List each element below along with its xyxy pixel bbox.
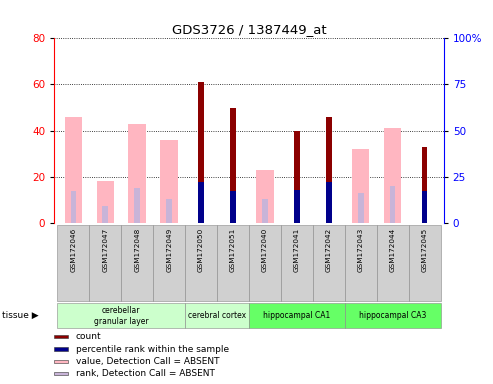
Bar: [345, 303, 441, 328]
Text: value, Detection Call = ABSENT: value, Detection Call = ABSENT: [75, 357, 219, 366]
Bar: [121, 225, 153, 301]
Bar: [345, 225, 377, 301]
Bar: [422, 147, 427, 223]
Text: hippocampal CA1: hippocampal CA1: [263, 311, 330, 320]
Bar: [377, 225, 409, 301]
Text: GSM172048: GSM172048: [134, 228, 140, 272]
Bar: [281, 225, 313, 301]
Bar: [358, 193, 363, 223]
Bar: [249, 303, 345, 328]
Bar: [89, 225, 121, 301]
Bar: [185, 225, 217, 301]
Text: GSM172040: GSM172040: [262, 228, 268, 272]
Text: GSM172050: GSM172050: [198, 228, 204, 272]
Bar: [409, 225, 441, 301]
Bar: [294, 190, 300, 223]
Text: hippocampal CA3: hippocampal CA3: [359, 311, 426, 320]
Bar: [230, 195, 236, 223]
Bar: [294, 131, 300, 223]
Bar: [422, 191, 427, 223]
Text: GSM172041: GSM172041: [294, 228, 300, 272]
Bar: [217, 225, 249, 301]
Bar: [326, 193, 332, 223]
Text: GSM172051: GSM172051: [230, 228, 236, 272]
Text: cerebral cortex: cerebral cortex: [188, 311, 246, 320]
Bar: [97, 181, 114, 223]
Bar: [249, 225, 281, 301]
Text: tissue ▶: tissue ▶: [2, 311, 39, 320]
Bar: [65, 117, 82, 223]
Bar: [166, 199, 172, 223]
Bar: [390, 186, 395, 223]
Bar: [185, 303, 249, 328]
Text: GSM172049: GSM172049: [166, 228, 172, 272]
Text: rank, Detection Call = ABSENT: rank, Detection Call = ABSENT: [75, 369, 214, 378]
Title: GDS3726 / 1387449_at: GDS3726 / 1387449_at: [172, 23, 326, 36]
Bar: [57, 303, 185, 328]
Bar: [198, 82, 204, 223]
Text: GSM172045: GSM172045: [422, 228, 427, 272]
Text: GSM172047: GSM172047: [103, 228, 108, 272]
Bar: [326, 117, 332, 223]
Bar: [384, 128, 401, 223]
Bar: [54, 372, 68, 376]
Bar: [54, 360, 68, 363]
Bar: [54, 335, 68, 338]
Bar: [230, 191, 236, 223]
Bar: [352, 149, 369, 223]
Text: cerebellar
granular layer: cerebellar granular layer: [94, 306, 148, 326]
Text: percentile rank within the sample: percentile rank within the sample: [75, 344, 229, 354]
Bar: [262, 199, 268, 223]
Bar: [135, 188, 140, 223]
Bar: [103, 206, 108, 223]
Bar: [313, 225, 345, 301]
Bar: [70, 191, 76, 223]
Text: GSM172044: GSM172044: [389, 228, 395, 272]
Text: GSM172046: GSM172046: [70, 228, 76, 272]
Bar: [230, 108, 236, 223]
Text: GSM172043: GSM172043: [358, 228, 364, 272]
Text: count: count: [75, 332, 101, 341]
Bar: [57, 225, 89, 301]
Bar: [153, 225, 185, 301]
Bar: [160, 140, 178, 223]
Bar: [256, 170, 274, 223]
Bar: [198, 182, 204, 223]
Text: GSM172042: GSM172042: [326, 228, 332, 272]
Bar: [326, 182, 332, 223]
Bar: [54, 348, 68, 351]
Bar: [129, 124, 146, 223]
